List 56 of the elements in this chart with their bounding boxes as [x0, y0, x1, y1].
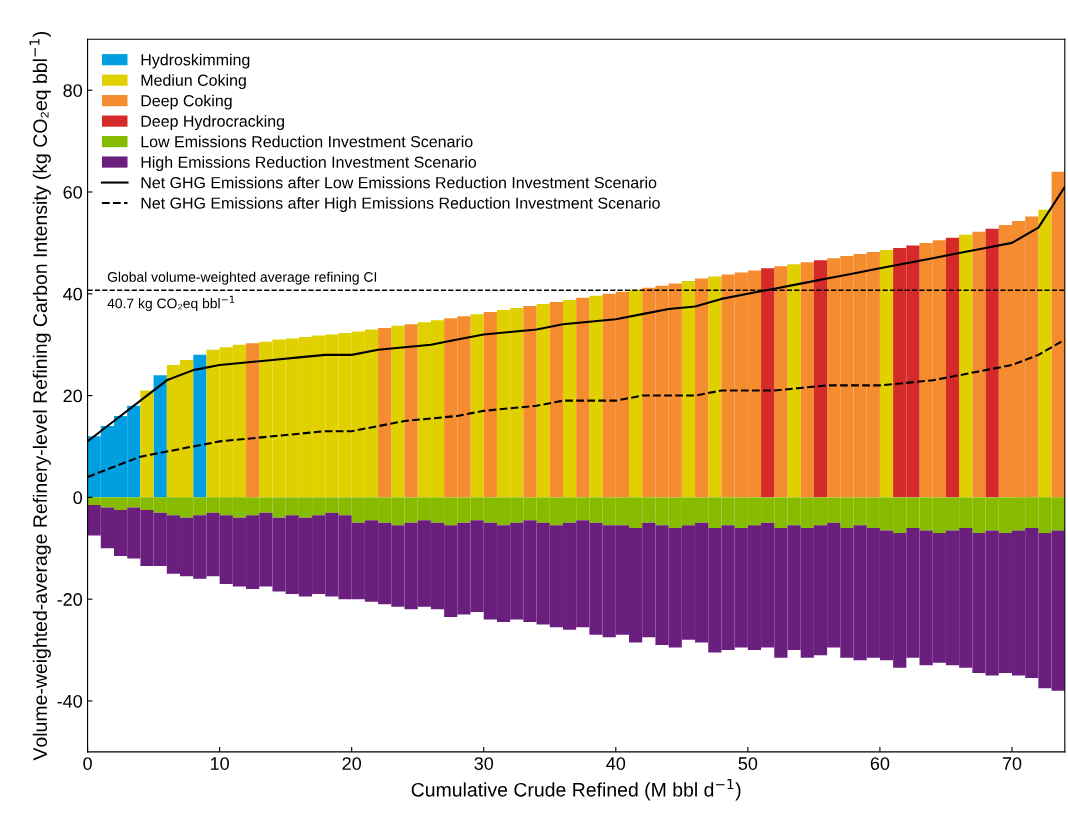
bar: [483, 312, 497, 498]
bar: [787, 264, 801, 498]
bar: [576, 297, 590, 498]
x-tick-label: 10: [210, 757, 229, 770]
bar: [523, 306, 537, 498]
bar: [536, 303, 550, 498]
x-axis-title: Cumulative Crude Refined (M bbl d$^{−1}$): [411, 779, 741, 801]
y-tick-label: 0: [73, 491, 83, 505]
bar: [879, 250, 894, 498]
legend-label: Net GHG Emissions after Low Emissions Reduction Investment Scenario: [141, 176, 657, 189]
bar: [1038, 209, 1052, 498]
y-axis-title: Volume-weighted-average Refinery-level Refining Carbon Intensity (kg CO₂eq bbl$^{−1}$): [29, 32, 51, 761]
bar: [193, 354, 207, 498]
x-tick-label: 30: [474, 757, 494, 770]
bar: [589, 295, 603, 498]
legend-label: Hydroskimming: [141, 53, 250, 69]
bar: [470, 314, 484, 498]
bar: [404, 324, 418, 498]
bar: [800, 262, 814, 498]
legend-label: High Emissions Reduction Investment Scenario: [141, 156, 477, 171]
bar: [140, 390, 154, 498]
x-tick-label: 20: [342, 757, 362, 770]
bar: [549, 301, 563, 498]
legend-label: Net GHG Emissions after High Emissions Reduction Investment Scenario: [141, 197, 660, 212]
x-tick-label: 60: [870, 757, 890, 770]
bar: [153, 375, 167, 498]
bar: [959, 234, 973, 498]
x-tick-label: 0: [83, 757, 92, 770]
legend-label: Deep Hydrocracking: [141, 115, 284, 131]
x-tick-label: 40: [606, 757, 626, 770]
bar: [774, 266, 788, 498]
bar: [761, 268, 775, 498]
x-tick-label: 70: [1002, 757, 1022, 770]
legend-label: Low Emissions Reduction Investment Scenario: [141, 135, 473, 148]
bar: [681, 281, 696, 498]
legend-label: Deep Coking: [141, 94, 232, 110]
bar: [695, 278, 709, 498]
y-tick-label: -20: [57, 593, 83, 606]
ref-line-label: Global volume-weighted average refining CI 40.7 kg CO₂eq bbl$^{−1}$: [107, 271, 377, 312]
y-tick-label: -40: [57, 694, 83, 708]
x-tick-label: 50: [738, 757, 758, 770]
bar: [813, 260, 828, 498]
bar: [708, 276, 722, 498]
y-tick-label: 20: [63, 389, 83, 403]
bar: [246, 343, 260, 498]
y-tick-label: 60: [63, 185, 83, 199]
bar: [629, 289, 643, 498]
bar: [378, 327, 392, 498]
bar: [972, 231, 986, 498]
y-tick-label: 80: [63, 84, 83, 97]
bar: [985, 228, 999, 498]
bar: [391, 325, 405, 498]
bar: [562, 299, 577, 498]
bar: [945, 237, 960, 498]
y-tick-label: 40: [63, 287, 83, 301]
legend-label: Mediun Coking: [141, 74, 246, 90]
